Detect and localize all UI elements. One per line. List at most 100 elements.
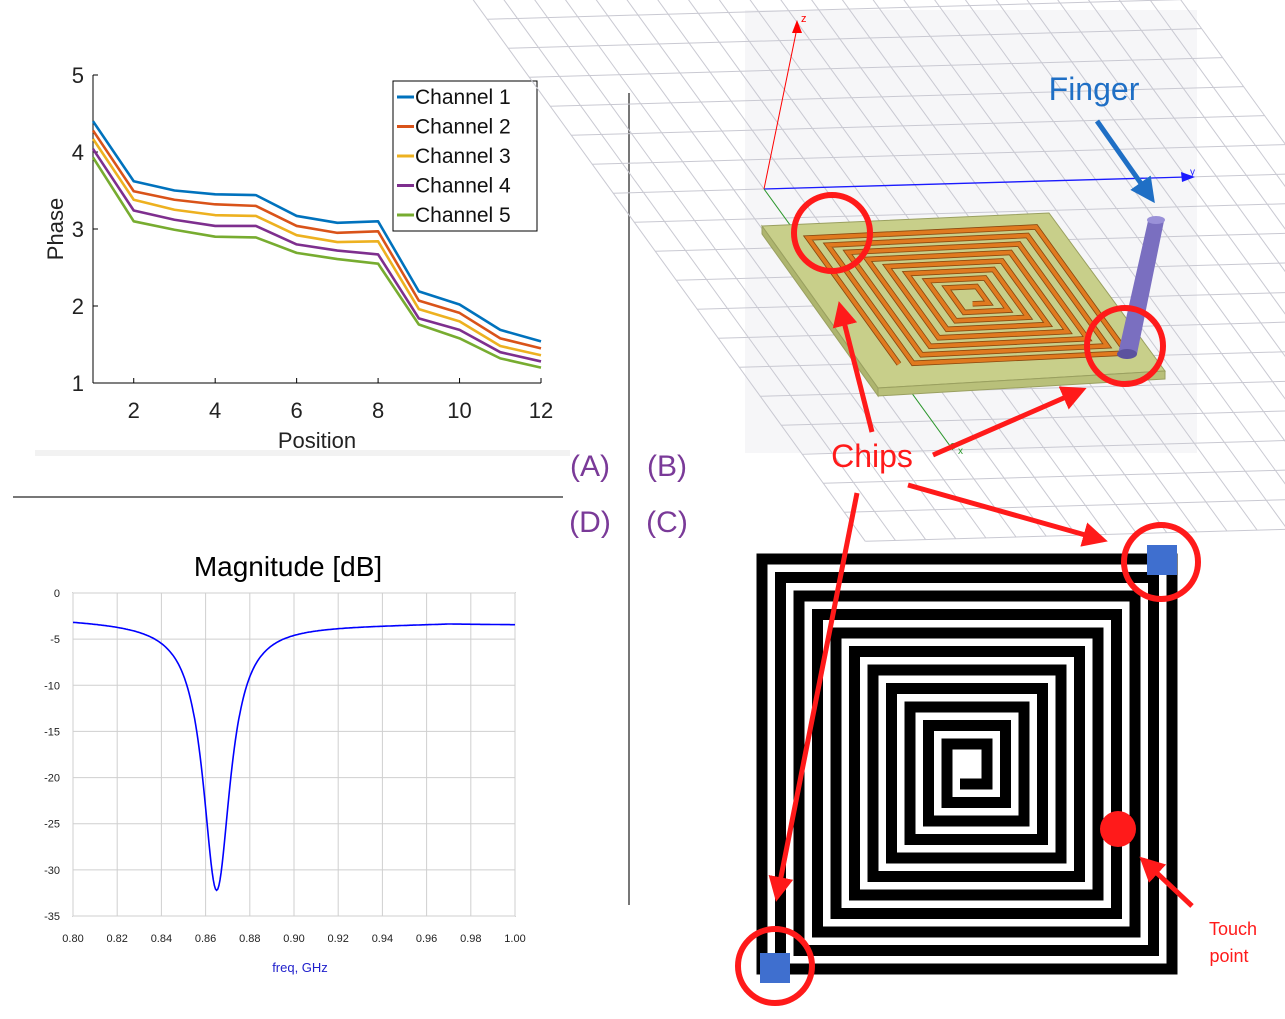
phase-series-line-1 xyxy=(91,120,542,343)
magnitude-series xyxy=(73,621,515,892)
magnitude-y-tick-label: -10 xyxy=(44,680,60,692)
grid-line xyxy=(934,0,1285,485)
finger-cylinder xyxy=(1117,216,1165,359)
legend-label-3: Channel 3 xyxy=(415,145,511,168)
magnitude-x-tick-label: 1.00 xyxy=(504,933,525,945)
finger-bottom xyxy=(1117,349,1137,359)
chips-arrow-3d-right xyxy=(932,386,1087,458)
phase-series-line-4 xyxy=(91,148,542,363)
phase-y-tick-label: 3 xyxy=(72,217,84,242)
magnitude-x-axis-label: freq, GHz xyxy=(272,960,328,975)
grid-line xyxy=(1026,0,1285,358)
chips-arrow-3d-left xyxy=(832,301,875,433)
legend-label-2: Channel 2 xyxy=(415,116,511,139)
grid-line xyxy=(823,469,1285,484)
phase-series-line-2 xyxy=(91,129,542,350)
grid-line xyxy=(781,410,1285,426)
magnitude-y-tick-label: -35 xyxy=(44,911,60,923)
grid-line xyxy=(844,499,1285,513)
chip-circle-top-right xyxy=(1121,522,1201,602)
legend-label-1: Channel 1 xyxy=(415,86,511,109)
grid-line xyxy=(634,203,1285,223)
phase-y-tick-label: 5 xyxy=(72,63,84,88)
legend-label-5: Channel 5 xyxy=(415,204,511,227)
touch-point-arrow xyxy=(1139,856,1194,908)
z-axis-label: z xyxy=(801,13,807,25)
grid-line xyxy=(564,0,957,540)
magnitude-x-tick-label: 0.88 xyxy=(239,933,260,945)
touch-point-dot xyxy=(1100,811,1136,847)
grid-line xyxy=(995,0,1285,400)
magnitude-y-tick-label: -20 xyxy=(44,773,60,785)
magnitude-x-tick-label: 0.80 xyxy=(62,933,83,945)
phase-chart-bottom-band xyxy=(35,450,570,456)
finger-body xyxy=(1118,221,1164,354)
magnitude-x-tick-label: 0.84 xyxy=(151,933,172,945)
chip-square-top-right xyxy=(1147,545,1177,575)
chip-circle-finger xyxy=(1084,305,1166,387)
y-axis-line xyxy=(763,176,1187,190)
magnitude-x-ticks: 0.80 0.82 0.84 0.86 0.88 0.90 0.92 0.94 0.96 0.98… xyxy=(62,933,525,945)
magnitude-y-tick-label: -15 xyxy=(44,726,60,738)
grid-line xyxy=(571,115,1265,136)
chip-circle-top-left xyxy=(791,192,873,274)
grid-line xyxy=(529,57,1223,78)
phase-x-tick-label: 12 xyxy=(529,398,553,423)
phase-x-tick-label: 10 xyxy=(447,398,471,423)
magnitude-x-tick-label: 0.86 xyxy=(195,933,216,945)
phase-series-lines xyxy=(91,120,542,369)
phase-y-tick-label: 1 xyxy=(72,371,84,396)
z-axis-line xyxy=(763,27,798,190)
magnitude-y-tick-label: 0 xyxy=(54,588,60,600)
finger-label: Finger xyxy=(1049,71,1140,107)
y-axis-label: y xyxy=(1190,167,1195,178)
phase-y-ticks: 1 2 3 4 5 xyxy=(72,63,98,396)
phase-legend-box xyxy=(392,80,538,232)
phase-x-tick-label: 6 xyxy=(291,398,303,423)
spiral-top-view: Touch point xyxy=(735,522,1257,1006)
coil-trace xyxy=(804,225,1131,366)
chips-arrow-bottom-left xyxy=(768,492,860,902)
phase-y-tick-label: 4 xyxy=(72,140,84,165)
grid-line xyxy=(508,28,1202,49)
magnitude-x-tick-label: 0.98 xyxy=(460,933,481,945)
spiral-coil-traces xyxy=(802,224,1133,367)
chip-square-bottom-left xyxy=(760,953,790,983)
phase-series-line-5 xyxy=(91,156,542,369)
grid-line xyxy=(592,144,1285,165)
grid-line xyxy=(534,0,926,540)
touch-point-label-line2: point xyxy=(1209,946,1248,966)
x-axis-label: x xyxy=(958,446,963,457)
magnitude-x-tick-label: 0.96 xyxy=(416,933,437,945)
grid-line xyxy=(1057,0,1285,315)
grid-line xyxy=(1149,0,1285,188)
spiral-trace xyxy=(756,553,1178,975)
chip-circle-bottom-left xyxy=(735,926,815,1006)
grid-line xyxy=(1087,0,1285,273)
grid-line xyxy=(503,0,896,541)
finger-arrow xyxy=(1094,119,1155,204)
magnitude-chart: Magnitude [dB] 0 -5 -10 -15 -20 -25 -30 -35 0.8… xyxy=(44,551,526,975)
magnitude-grid xyxy=(72,592,516,917)
grid-line xyxy=(472,0,866,542)
phase-x-axis-label: Position xyxy=(278,428,356,453)
panel-label-d: (D) xyxy=(569,506,611,539)
phase-legend: Channel 1 Channel 2 Channel 3 Channel 4 Cha… xyxy=(397,86,511,227)
grid-line xyxy=(903,0,1285,527)
panel-label-b: (B) xyxy=(647,450,687,483)
substrate-side-front xyxy=(877,370,1166,397)
grid-line xyxy=(1118,0,1285,230)
magnitude-x-tick-label: 0.82 xyxy=(106,933,127,945)
phase-series-line-3 xyxy=(91,138,542,357)
magnitude-line xyxy=(73,621,515,892)
magnitude-y-tick-label: -25 xyxy=(44,819,60,831)
y-axis-arrowhead-icon xyxy=(1181,172,1195,182)
spiral-coil-flat xyxy=(755,545,1180,983)
phase-x-ticks: 2 4 6 8 10 12 xyxy=(128,378,553,423)
phase-x-tick-label: 4 xyxy=(209,398,221,423)
magnitude-title: Magnitude [dB] xyxy=(194,551,382,582)
magnitude-x-tick-label: 0.90 xyxy=(283,933,304,945)
magnitude-x-tick-label: 0.94 xyxy=(372,933,393,945)
